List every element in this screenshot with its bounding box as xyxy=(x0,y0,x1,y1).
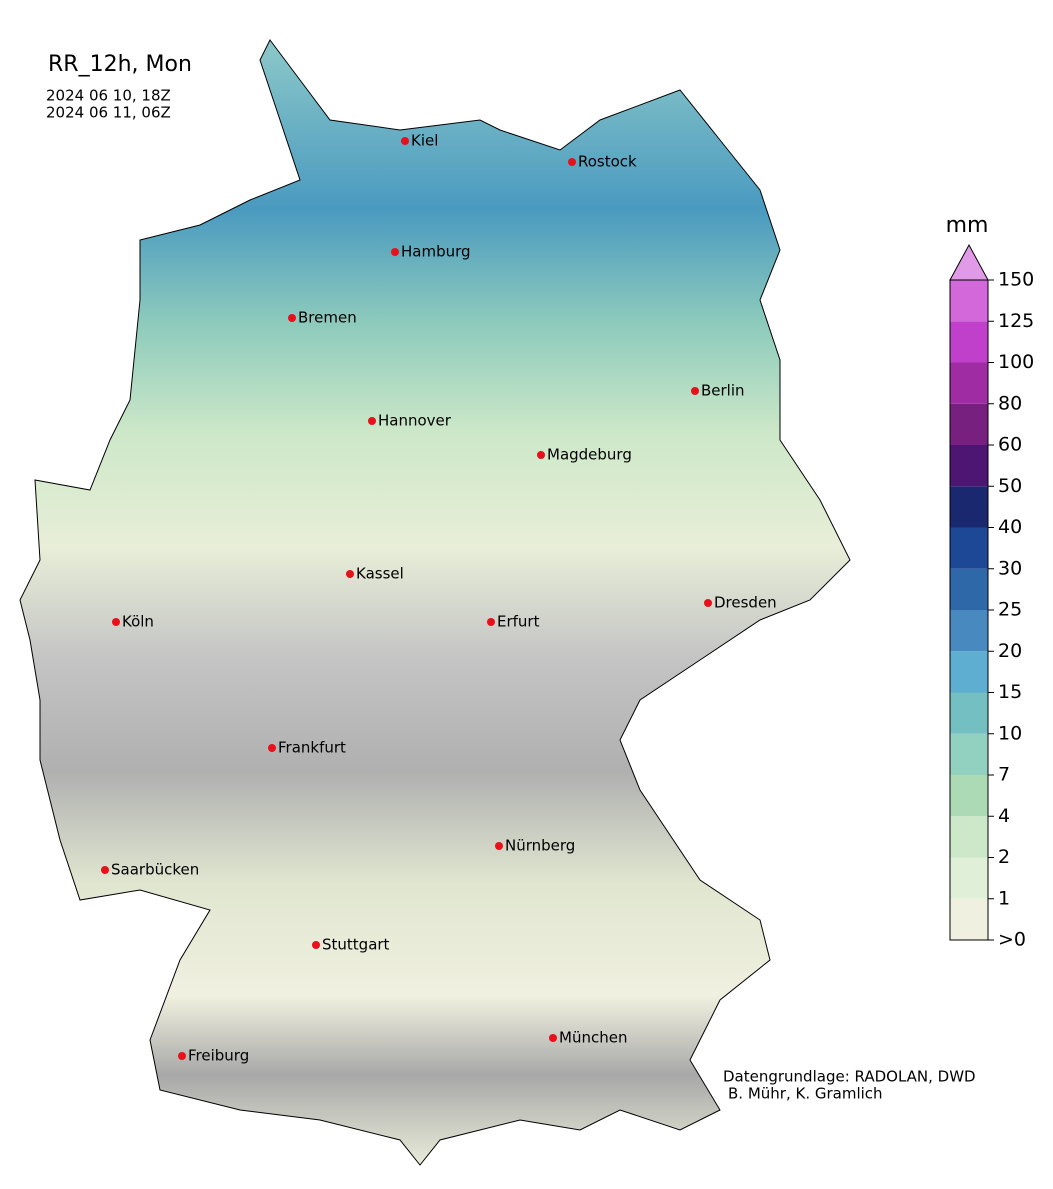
city: Kassel xyxy=(346,565,404,583)
city-dot xyxy=(495,842,503,850)
city-dot xyxy=(346,570,354,578)
city: Köln xyxy=(112,613,154,631)
city-label: Dresden xyxy=(714,594,777,612)
city-label: Saarbücken xyxy=(111,861,199,879)
city-label: Köln xyxy=(122,613,154,631)
city-label: Erfurt xyxy=(497,613,540,631)
city-dot xyxy=(487,618,495,626)
city-label: Hamburg xyxy=(401,243,471,261)
city-dot xyxy=(268,744,276,752)
city-label: Nürnberg xyxy=(505,837,575,855)
city-dot xyxy=(537,451,545,459)
city: Freiburg xyxy=(178,1047,249,1065)
city-dot xyxy=(401,137,409,145)
city-dot xyxy=(101,866,109,874)
city: Hamburg xyxy=(391,243,471,261)
colorbar-band xyxy=(950,527,988,569)
colorbar-band xyxy=(950,280,988,322)
colorbar-tick-label: >0 xyxy=(998,929,1026,951)
colorbar: >0 1 2 4 7 10 15 20 25 30 40 50 60 80 100 125 150 xyxy=(949,243,1034,951)
colorbar-band xyxy=(950,857,988,899)
city: München xyxy=(549,1029,627,1047)
date-line: 2024 06 10, 18Z xyxy=(46,87,171,105)
colorbar-extension xyxy=(949,243,989,281)
city-label: Magdeburg xyxy=(547,446,632,464)
colorbar-tick-label: 4 xyxy=(998,805,1010,827)
city-label: Hannover xyxy=(378,412,452,430)
city-label: Bremen xyxy=(298,309,357,327)
cities: Kiel Rostock Hamburg Bremen Berlin Hanno… xyxy=(101,132,777,1065)
colorbar-band xyxy=(950,403,988,445)
city: Frankfurt xyxy=(268,739,346,757)
colorbar-band xyxy=(950,775,988,817)
city-dot xyxy=(368,417,376,425)
colorbar-tick-label: 40 xyxy=(998,516,1022,538)
date-line: 2024 06 11, 06Z xyxy=(46,104,171,122)
colorbar-band xyxy=(950,651,988,693)
credit: Datengrundlage: RADOLAN, DWD xyxy=(723,1068,976,1086)
colorbar-tick-label: 150 xyxy=(998,269,1034,291)
city-dot xyxy=(704,599,712,607)
colorbar-tick-label: 100 xyxy=(998,351,1034,373)
city-label: Frankfurt xyxy=(278,739,346,757)
city-dot xyxy=(112,618,120,626)
city: Kiel xyxy=(401,132,438,150)
colorbar-tick-label: 60 xyxy=(998,434,1022,456)
colorbar-tick-label: 1 xyxy=(998,887,1010,909)
city-label: Kiel xyxy=(411,132,438,150)
colorbar-band xyxy=(950,733,988,775)
colorbar-tick-label: 2 xyxy=(998,846,1010,868)
city-dot xyxy=(312,941,320,949)
city-dot xyxy=(178,1052,186,1060)
credit: B. Mühr, K. Gramlich xyxy=(728,1085,883,1103)
colorbar-tick-label: 125 xyxy=(998,310,1034,332)
city: Stuttgart xyxy=(312,936,390,954)
city: Bremen xyxy=(288,309,357,327)
germany-outline xyxy=(19,39,851,1166)
city-dot xyxy=(691,387,699,395)
colorbar-band xyxy=(950,321,988,363)
city-dot xyxy=(568,158,576,166)
city-label: Berlin xyxy=(701,382,745,400)
colorbar-band xyxy=(950,898,988,940)
city: Rostock xyxy=(568,153,637,171)
city-dot xyxy=(391,248,399,256)
colorbar-tick-label: 7 xyxy=(998,764,1010,786)
city-label: Stuttgart xyxy=(322,936,390,954)
colorbar-band xyxy=(950,610,988,652)
colorbar-tick-label: 25 xyxy=(998,599,1022,621)
colorbar-tick-label: 80 xyxy=(998,392,1022,414)
colorbar-band xyxy=(950,362,988,404)
city: Erfurt xyxy=(487,613,540,631)
colorbar-band xyxy=(950,486,988,528)
colorbar-tick-label: 15 xyxy=(998,681,1022,703)
city-dot xyxy=(549,1034,557,1042)
colorbar-band xyxy=(950,445,988,487)
colorbar-unit: mm xyxy=(946,213,989,238)
city-label: München xyxy=(559,1029,627,1047)
city: Berlin xyxy=(691,382,745,400)
map-title: RR_12h, Mon xyxy=(48,52,192,77)
city-label: Rostock xyxy=(578,153,637,171)
city: Dresden xyxy=(704,594,777,612)
city: Nürnberg xyxy=(495,837,575,855)
city-label: Freiburg xyxy=(188,1047,249,1065)
colorbar-band xyxy=(950,692,988,734)
colorbar-band xyxy=(950,816,988,858)
colorbar-tick-label: 30 xyxy=(998,557,1022,579)
colorbar-tick-label: 10 xyxy=(998,722,1022,744)
city-label: Kassel xyxy=(356,565,404,583)
colorbar-tick-label: 20 xyxy=(998,640,1022,662)
city: Saarbücken xyxy=(101,861,199,879)
city-dot xyxy=(288,314,296,322)
city: Hannover xyxy=(368,412,452,430)
colorbar-band xyxy=(950,568,988,610)
colorbar-tick-label: 50 xyxy=(998,475,1022,497)
city: Magdeburg xyxy=(537,446,632,464)
